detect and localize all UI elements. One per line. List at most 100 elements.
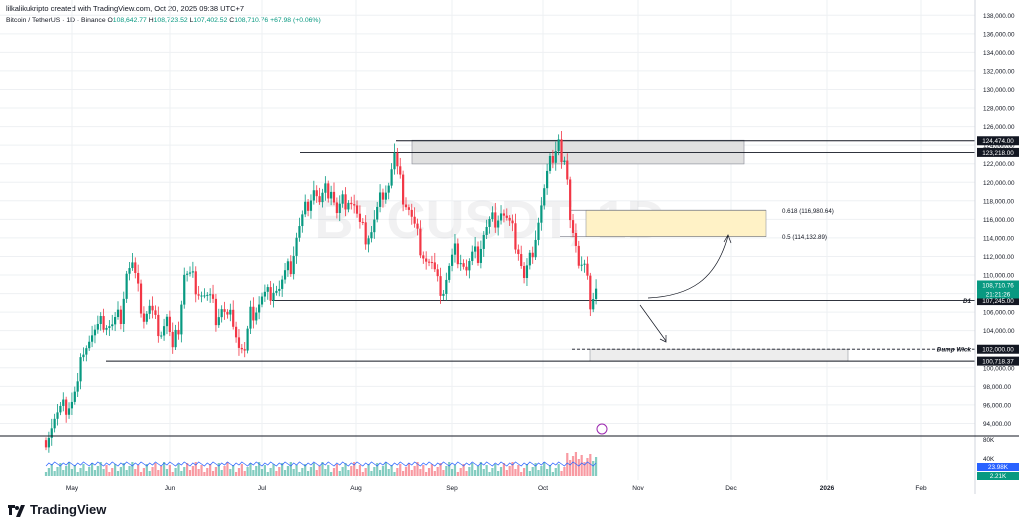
candle-body [361,221,364,223]
candle-body [145,313,148,322]
time-axis[interactable]: May Jun Jul Aug Sep Oct Nov Dec 2026 Feb [0,435,1019,492]
time-tick-label: May [66,485,79,492]
level-price-tag: 100,718.37 [982,359,1014,366]
volume-bar [543,462,546,476]
volume-bar [551,472,554,476]
volume-bar [229,469,232,476]
candle-body [269,287,272,301]
volume-bar [148,471,151,476]
volume-bar [165,469,169,476]
volume-bar [476,466,480,476]
volume-bar [111,468,114,476]
candle-body [476,246,480,263]
volume-ma-tag: 23.98K [988,464,1009,471]
volume-bar [168,465,171,476]
candle-body [272,292,275,301]
volume-bar [557,464,560,476]
price-tick-label: 124,000.00 [983,143,1015,150]
volume-bar [47,468,50,476]
candle-body [191,271,194,273]
candle-body [211,294,215,299]
candle-body [546,170,549,189]
candle-body [56,412,59,419]
volume-bar [413,466,416,476]
volume-bar [404,467,408,476]
volume-bar [548,465,552,476]
candle-body [105,327,108,330]
candle-body [226,311,229,315]
candle-body [577,245,580,266]
price-chart[interactable]: BTCUSDT, 1D 0.618 (116,980.64)0.5 (114,1… [0,0,1024,494]
price-tick-label: 138,000.00 [983,13,1015,20]
volume-bar [482,469,485,476]
candle-body [119,309,122,325]
candle-body [522,266,526,278]
volume-bar [525,464,529,476]
level-price-tag-bg [977,136,1019,146]
candle-body [427,261,431,263]
volume-bar [332,468,336,476]
volume-bar [312,463,315,476]
candle-body [353,204,356,206]
candle-body [557,139,560,152]
volume-bar [62,470,65,476]
price-tick-label: 122,000.00 [983,161,1015,168]
price-tick-label: 116,000.00 [983,217,1015,224]
volume-bar [53,471,56,476]
candle-body [85,348,88,355]
candle-body [275,290,278,293]
candle-body [456,243,459,265]
level-price-tag: 123,218.00 [982,150,1014,157]
volume-bar [59,463,62,476]
volume-bar [491,468,494,476]
candle-body [450,254,454,266]
candle-body [171,331,174,348]
candle-body [177,329,180,335]
candle-body [459,263,462,265]
candle-body [194,271,197,295]
volume-bar [131,462,134,476]
price-tick-label: 112,000.00 [983,254,1015,261]
volume-bar [459,468,462,476]
projection-arrows [596,234,732,435]
volume-bar [505,470,508,476]
volume-bar [289,462,292,476]
volume-bar [258,462,261,476]
price-tick-label: 132,000.00 [983,68,1015,75]
tradingview-logo[interactable]: TradingView [8,502,106,517]
candle-body [278,288,281,291]
volume-bar [390,465,393,476]
volume-bar [76,472,79,476]
volume-bar [537,470,540,476]
volume-bar [367,464,370,476]
level-price-tag: 102,000.00 [982,347,1014,354]
candle-body [358,213,362,222]
volume-bar [145,464,148,476]
candle-body [246,328,249,351]
price-tick-label: 128,000.00 [983,106,1015,113]
volume-bar [125,470,128,476]
volume-bar [214,467,218,476]
candle-body [286,261,290,271]
candle-body [321,192,324,203]
volume-bar [119,467,122,476]
volume-bar [122,463,125,476]
volume-bar [197,469,200,476]
candle-body [260,296,264,305]
volume-bar [315,470,318,476]
candle-body [520,254,523,267]
candle-body [99,316,102,325]
volume-bar [211,471,215,476]
candle-body [528,252,531,266]
price-axis[interactable]: 94,000.00 96,000.00 98,000.00 100,000.00 102… [974,0,1015,494]
volume-bar [263,465,266,476]
candle-body [243,349,246,351]
low-value: 107,402.52 [193,17,228,24]
candle-body [439,276,442,296]
ohlc-legend: Bitcoin / TetherUS · 1D · Binance O108,6… [6,17,321,24]
candle-body [148,305,151,314]
volume-bar [465,471,468,476]
volume-bar [246,467,249,476]
current-price-tag-bg [977,280,1019,290]
volume-bar [82,464,85,476]
